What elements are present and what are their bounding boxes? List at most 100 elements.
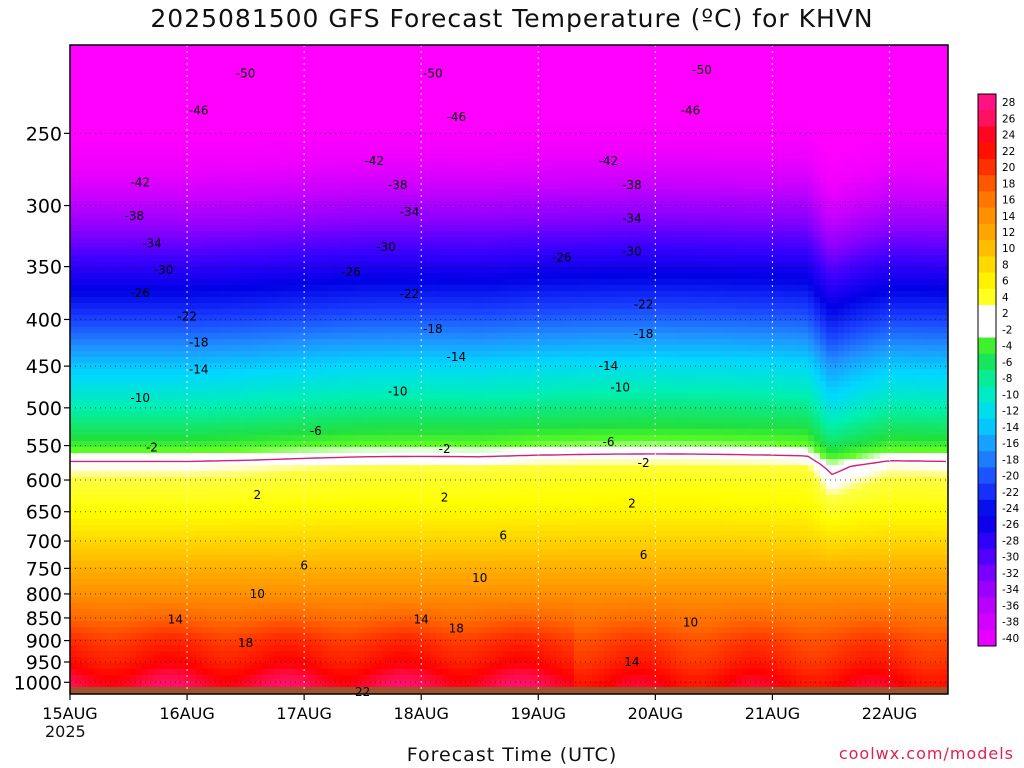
heat-cell — [274, 111, 281, 118]
heat-cell — [226, 177, 233, 184]
heat-cell — [232, 135, 239, 142]
heat-cell — [298, 243, 305, 250]
heat-cell — [166, 381, 173, 388]
heat-cell — [256, 189, 263, 196]
heat-cell — [250, 351, 257, 358]
heat-cell — [208, 363, 215, 370]
heat-cell — [130, 387, 137, 394]
heat-cell — [136, 429, 143, 436]
heat-cell — [244, 165, 251, 172]
heat-cell — [280, 447, 287, 454]
heat-cell — [298, 81, 305, 88]
heat-cell — [130, 681, 137, 688]
heat-cell — [160, 129, 167, 136]
heat-cell — [76, 375, 83, 382]
heat-cell — [118, 441, 125, 448]
heat-cell — [292, 447, 299, 454]
heat-cell — [130, 471, 137, 478]
heat-cell — [238, 627, 245, 634]
heat-cell — [310, 375, 317, 382]
heat-cell — [226, 549, 233, 556]
heat-cell — [316, 321, 323, 328]
heat-cell — [340, 387, 347, 394]
heat-cell — [106, 117, 113, 124]
heat-cell — [172, 291, 179, 298]
heat-cell — [220, 465, 227, 472]
heat-cell — [280, 363, 287, 370]
heat-cell — [322, 111, 329, 118]
heat-cell — [142, 417, 149, 424]
heat-cell — [166, 291, 173, 298]
heat-cell — [130, 237, 137, 244]
heat-cell — [334, 633, 341, 640]
heat-cell — [274, 381, 281, 388]
heat-cell — [280, 357, 287, 364]
heat-cell — [208, 267, 215, 274]
heat-cell — [118, 255, 125, 262]
heat-cell — [304, 327, 311, 334]
heat-cell — [202, 123, 209, 130]
heat-cell — [130, 591, 137, 598]
heat-cell — [298, 321, 305, 328]
heat-cell — [190, 153, 197, 160]
heat-cell — [124, 399, 131, 406]
heat-cell — [238, 339, 245, 346]
heat-cell — [160, 189, 167, 196]
heat-cell — [328, 255, 335, 262]
heat-cell — [184, 201, 191, 208]
heat-cell — [292, 351, 299, 358]
heat-cell — [154, 615, 161, 622]
heat-cell — [328, 537, 335, 544]
heat-cell — [214, 615, 221, 622]
heat-cell — [172, 75, 179, 82]
heat-cell — [298, 351, 305, 358]
heat-cell — [130, 663, 137, 670]
heat-cell — [328, 351, 335, 358]
heat-cell — [274, 597, 281, 604]
heat-cell — [256, 483, 263, 490]
heat-cell — [100, 621, 107, 628]
heat-cell — [232, 513, 239, 520]
heat-cell — [94, 321, 101, 328]
heat-cell — [172, 573, 179, 580]
heat-cell — [112, 651, 119, 658]
heat-cell — [94, 513, 101, 520]
heat-cell — [250, 165, 257, 172]
heat-cell — [274, 651, 281, 658]
heat-cell — [148, 117, 155, 124]
heat-cell — [274, 333, 281, 340]
heat-cell — [298, 507, 305, 514]
heat-cell — [148, 489, 155, 496]
heat-cell — [154, 249, 161, 256]
heat-cell — [280, 375, 287, 382]
heat-cell — [160, 477, 167, 484]
heat-cell — [286, 663, 293, 670]
heat-cell — [166, 549, 173, 556]
heat-cell — [178, 477, 185, 484]
heat-cell — [334, 171, 341, 178]
heat-cell — [166, 525, 173, 532]
heat-cell — [334, 117, 341, 124]
heat-cell — [76, 513, 83, 520]
heat-cell — [196, 369, 203, 376]
heat-cell — [124, 339, 131, 346]
heat-cell — [274, 639, 281, 646]
heat-cell — [262, 261, 269, 268]
heat-cell — [298, 513, 305, 520]
heat-cell — [82, 381, 89, 388]
heat-cell — [304, 663, 311, 670]
heat-cell — [178, 213, 185, 220]
heat-cell — [124, 57, 131, 64]
heat-cell — [124, 477, 131, 484]
heat-cell — [214, 57, 221, 64]
heat-cell — [166, 429, 173, 436]
heat-cell — [322, 423, 329, 430]
heat-cell — [160, 297, 167, 304]
heat-cell — [232, 561, 239, 568]
heat-cell — [202, 255, 209, 262]
heat-cell — [76, 429, 83, 436]
heat-cell — [130, 261, 137, 268]
heat-cell — [244, 285, 251, 292]
heat-cell — [148, 681, 155, 688]
heat-cell — [112, 63, 119, 70]
